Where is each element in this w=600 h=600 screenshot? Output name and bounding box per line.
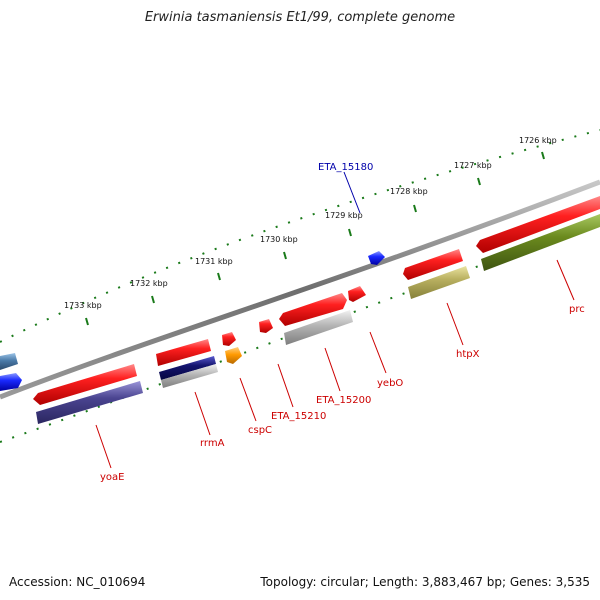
gene-label-yoaE: yoaE xyxy=(100,472,124,483)
genome-stats-text: Topology: circular; Length: 3,883,467 bp… xyxy=(260,575,590,589)
scale-label: 1733 kbp xyxy=(64,301,102,310)
gene-prc-product xyxy=(481,214,600,271)
gene-label-yebO: yebO xyxy=(377,378,403,389)
gene-cspC-arrow xyxy=(222,332,236,346)
scale-label: 1730 kbp xyxy=(260,235,298,244)
gene-rrmA-arrow xyxy=(156,339,211,366)
scale-label: 1726 kbp xyxy=(519,136,557,145)
gene-yoaE-product xyxy=(36,381,143,424)
label-leader-lines xyxy=(95,171,575,469)
scale-label: 1729 kbp xyxy=(325,211,363,220)
gene-label-rrmA: rrmA xyxy=(200,438,225,449)
gene-ETA_15200-arrow xyxy=(279,293,347,326)
feature-blue-left xyxy=(0,373,22,391)
major-ticks xyxy=(85,151,545,326)
scale-label: 1727 kbp xyxy=(454,161,492,170)
gene-label-htpX: htpX xyxy=(456,349,480,360)
gene-ETA_15200-product xyxy=(284,310,353,345)
gene-rrmA-product-grey xyxy=(161,364,218,388)
gene-label-cspC: cspC xyxy=(248,425,272,436)
scale-label: 1728 kbp xyxy=(390,187,428,196)
scale-label: 1731 kbp xyxy=(195,257,233,266)
gene-rrmA-product xyxy=(159,356,216,380)
gene-label-ETA_15210: ETA_15210 xyxy=(271,411,326,422)
gene-ETA_15210-arrow xyxy=(259,319,273,333)
scale-label: 1732 kbp xyxy=(130,279,168,288)
gene-htpX-arrow xyxy=(403,249,463,280)
feature-steel-left xyxy=(0,353,18,370)
gene-yoaE-arrow xyxy=(33,364,137,405)
gene-cspC-product xyxy=(225,347,242,364)
gene-ETA_15180-arrow xyxy=(368,251,385,265)
map-title: Erwinia tasmaniensis Et1/99, complete ge… xyxy=(144,10,456,25)
gene-label-ETA_15200: ETA_15200 xyxy=(316,395,371,406)
gene-label-prc: prc xyxy=(569,304,585,315)
gene-label-ETA_15180: ETA_15180 xyxy=(318,162,373,173)
gene-yebO-arrow xyxy=(348,286,366,302)
accession-text: Accession: NC_010694 xyxy=(9,575,146,589)
gene-prc-arrow xyxy=(476,196,600,253)
gene-htpX-product xyxy=(408,266,470,299)
genome-backbone xyxy=(0,179,600,400)
